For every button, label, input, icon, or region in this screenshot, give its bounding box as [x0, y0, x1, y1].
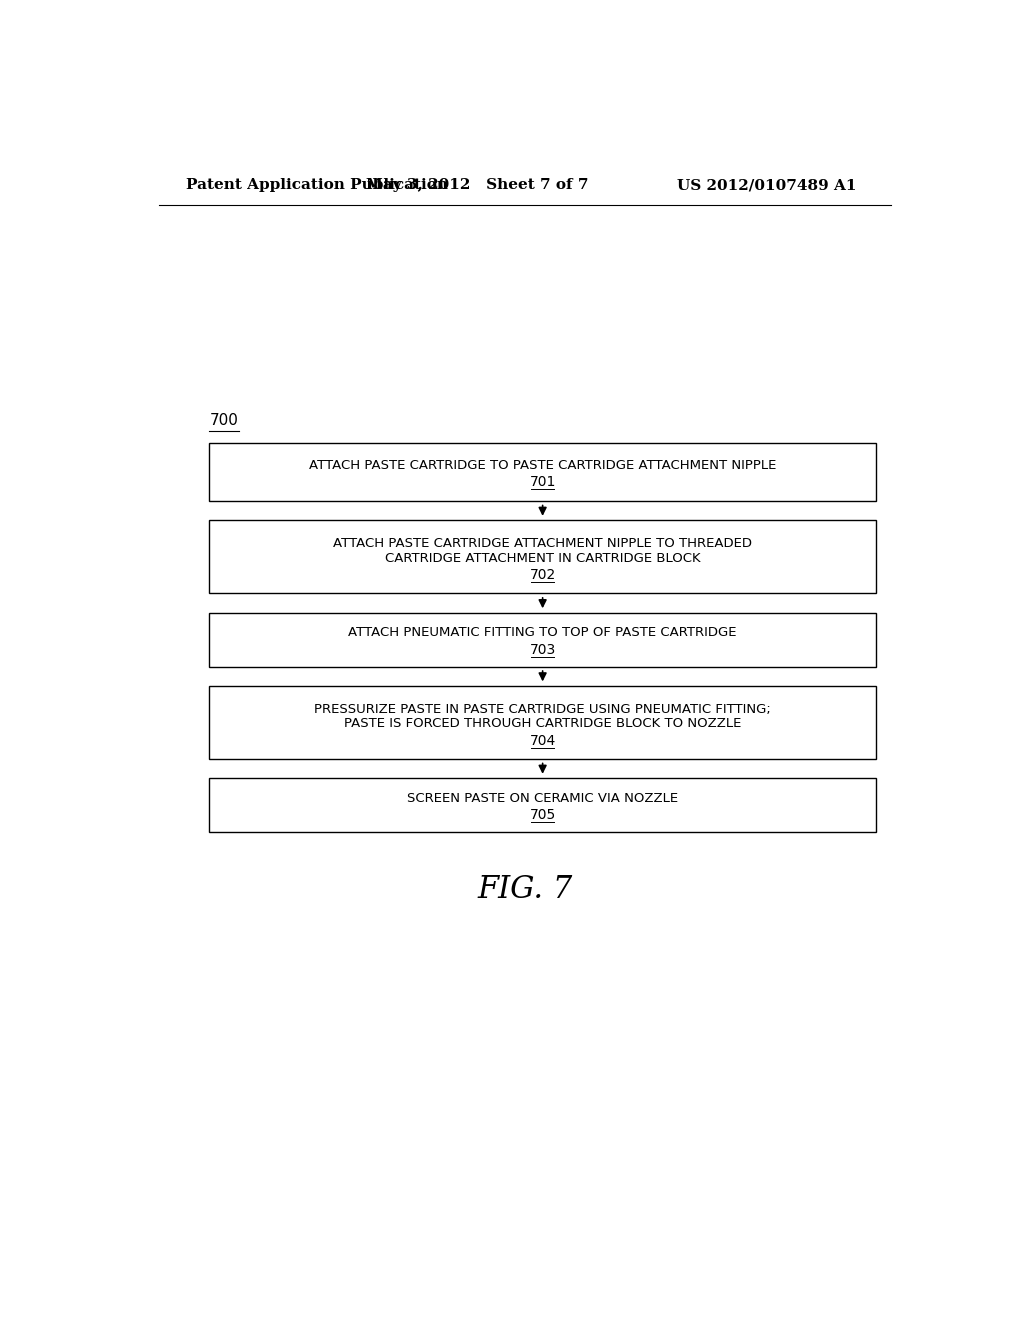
Text: PASTE IS FORCED THROUGH CARTRIDGE BLOCK TO NOZZLE: PASTE IS FORCED THROUGH CARTRIDGE BLOCK …	[344, 718, 741, 730]
Bar	[209, 612, 876, 667]
Text: May 3, 2012   Sheet 7 of 7: May 3, 2012 Sheet 7 of 7	[366, 178, 588, 193]
Text: CARTRIDGE ATTACHMENT IN CARTRIDGE BLOCK: CARTRIDGE ATTACHMENT IN CARTRIDGE BLOCK	[385, 552, 700, 565]
Text: 701: 701	[529, 475, 556, 490]
Bar	[209, 444, 876, 502]
Bar	[209, 520, 876, 594]
Text: PRESSURIZE PASTE IN PASTE CARTRIDGE USING PNEUMATIC FITTING;: PRESSURIZE PASTE IN PASTE CARTRIDGE USIN…	[314, 702, 771, 715]
Text: ATTACH PASTE CARTRIDGE TO PASTE CARTRIDGE ATTACHMENT NIPPLE: ATTACH PASTE CARTRIDGE TO PASTE CARTRIDG…	[309, 459, 776, 471]
Text: FIG. 7: FIG. 7	[477, 874, 572, 906]
Text: Patent Application Publication: Patent Application Publication	[186, 178, 449, 193]
Text: US 2012/0107489 A1: US 2012/0107489 A1	[677, 178, 856, 193]
Text: 705: 705	[529, 808, 556, 822]
Bar	[209, 779, 876, 832]
Bar	[209, 686, 876, 759]
Text: 704: 704	[529, 734, 556, 748]
Text: SCREEN PASTE ON CERAMIC VIA NOZZLE: SCREEN PASTE ON CERAMIC VIA NOZZLE	[408, 792, 678, 805]
Text: ATTACH PNEUMATIC FITTING TO TOP OF PASTE CARTRIDGE: ATTACH PNEUMATIC FITTING TO TOP OF PASTE…	[348, 626, 737, 639]
Text: 702: 702	[529, 569, 556, 582]
Text: ATTACH PASTE CARTRIDGE ATTACHMENT NIPPLE TO THREADED: ATTACH PASTE CARTRIDGE ATTACHMENT NIPPLE…	[333, 537, 752, 550]
Text: 700: 700	[209, 413, 239, 428]
Text: 703: 703	[529, 643, 556, 656]
